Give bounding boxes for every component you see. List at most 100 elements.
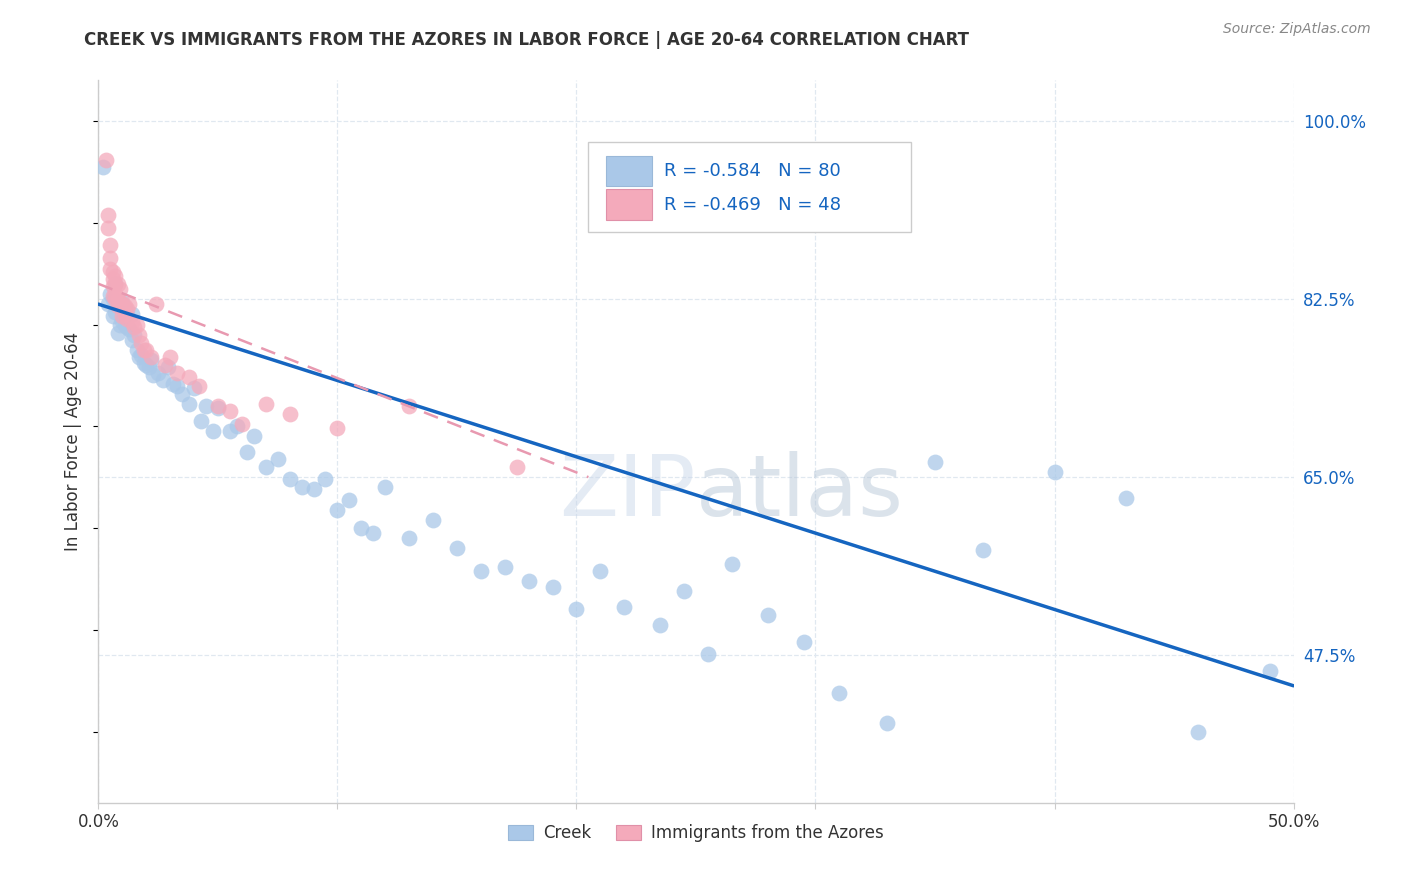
Point [98, 287, 122, 301]
Point [111, 297, 134, 311]
Point [326, 421, 349, 435]
Point [446, 541, 468, 556]
Point [202, 425, 225, 439]
Point [101, 292, 124, 306]
Point [115, 302, 138, 317]
Point [104, 268, 127, 283]
Point [398, 399, 420, 413]
Point [243, 429, 266, 443]
Point [326, 502, 349, 516]
Point [125, 343, 148, 357]
Point [91, 160, 114, 174]
Point [156, 360, 179, 375]
Point [111, 310, 134, 324]
Point [187, 378, 209, 392]
Point [166, 367, 188, 381]
Point [94, 153, 117, 167]
Point [124, 319, 146, 334]
Point [111, 314, 134, 328]
Point [118, 321, 141, 335]
Point [190, 414, 212, 428]
Point [108, 318, 131, 332]
Point [219, 425, 242, 439]
Point [219, 404, 242, 418]
Point [179, 370, 201, 384]
Point [721, 557, 744, 571]
Point [101, 310, 124, 324]
Point [107, 295, 129, 310]
Point [363, 526, 385, 541]
Point [132, 343, 155, 357]
Point [697, 647, 720, 661]
Point [104, 287, 127, 301]
Point [131, 335, 153, 350]
Point [1258, 664, 1281, 678]
Point [104, 277, 127, 291]
Point [121, 316, 143, 330]
Text: ZIP: ZIP [560, 450, 696, 533]
FancyBboxPatch shape [589, 142, 911, 232]
Point [121, 333, 143, 347]
FancyBboxPatch shape [606, 189, 652, 219]
Point [111, 295, 134, 310]
Point [235, 444, 257, 458]
Point [142, 368, 165, 383]
Point [97, 297, 120, 311]
Point [115, 319, 138, 334]
Point [254, 460, 277, 475]
Point [828, 686, 851, 700]
Point [613, 600, 636, 615]
FancyBboxPatch shape [606, 156, 652, 186]
Point [101, 264, 124, 278]
Point [494, 559, 516, 574]
Text: CREEK VS IMMIGRANTS FROM THE AZORES IN LABOR FORCE | AGE 20-64 CORRELATION CHART: CREEK VS IMMIGRANTS FROM THE AZORES IN L… [84, 31, 969, 49]
Point [125, 318, 148, 332]
Point [98, 261, 122, 276]
Text: Source: ZipAtlas.com: Source: ZipAtlas.com [1223, 22, 1371, 37]
Point [128, 350, 150, 364]
Point [565, 602, 588, 616]
Point [648, 617, 672, 632]
Point [97, 208, 120, 222]
Point [148, 367, 170, 381]
Point [589, 564, 612, 578]
Point [104, 277, 127, 291]
Point [162, 376, 184, 391]
Point [114, 299, 136, 313]
Legend: Creek, Immigrants from the Azores: Creek, Immigrants from the Azores [502, 817, 890, 848]
Text: R = -0.584   N = 80: R = -0.584 N = 80 [664, 162, 841, 180]
Point [350, 521, 373, 535]
Point [517, 574, 540, 588]
Point [876, 716, 898, 731]
Point [98, 238, 122, 252]
Point [108, 299, 131, 313]
Y-axis label: In Labor Force | Age 20-64: In Labor Force | Age 20-64 [65, 332, 83, 551]
Point [97, 220, 120, 235]
Point [278, 472, 301, 486]
Text: R = -0.469   N = 48: R = -0.469 N = 48 [664, 195, 841, 213]
Point [155, 358, 177, 372]
Point [101, 289, 124, 303]
Point [139, 350, 162, 364]
Point [108, 282, 131, 296]
Point [104, 292, 127, 306]
Point [115, 312, 138, 326]
Point [278, 407, 301, 421]
Point [135, 343, 157, 357]
Point [128, 327, 150, 342]
Point [101, 271, 124, 285]
Point [104, 305, 127, 319]
Point [115, 307, 138, 321]
Point [673, 584, 696, 599]
Point [152, 374, 174, 388]
Point [291, 480, 314, 494]
Point [1187, 724, 1209, 739]
Point [114, 302, 136, 317]
Point [267, 451, 290, 466]
Point [107, 277, 129, 291]
Point [374, 480, 396, 494]
Point [98, 252, 122, 266]
Point [541, 580, 564, 594]
Point [101, 278, 124, 293]
Point [166, 378, 188, 392]
